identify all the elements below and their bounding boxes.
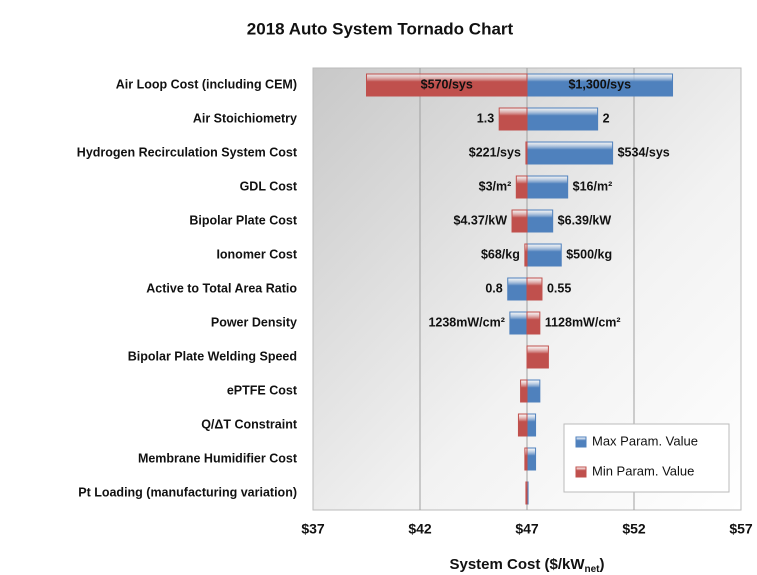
bar — [517, 413, 528, 437]
category-label: Q/ΔT Constraint — [201, 417, 298, 431]
value-label: 0.8 — [485, 281, 502, 295]
x-label-main: System Cost ($/kW — [449, 556, 585, 573]
x-label-sub: net — [585, 564, 601, 575]
value-label: $570/sys — [421, 77, 473, 91]
category-label: GDL Cost — [240, 179, 298, 193]
category-label: Air Stoichiometry — [193, 111, 297, 125]
bar — [526, 277, 543, 301]
value-label: $16/m² — [573, 179, 613, 193]
bar — [526, 107, 599, 131]
category-label: Active to Total Area Ratio — [146, 281, 297, 295]
bar — [525, 141, 528, 165]
legend-box — [563, 423, 730, 493]
bar — [526, 447, 537, 471]
category-label: Ionomer Cost — [216, 247, 297, 261]
category-label: Bipolar Plate Cost — [189, 213, 297, 227]
bar — [520, 379, 528, 403]
x-label-end: ) — [600, 556, 605, 573]
bar — [511, 209, 528, 233]
value-label: 1.3 — [477, 111, 494, 125]
bar — [524, 447, 528, 471]
bar — [526, 209, 554, 233]
x-axis-label: System Cost ($/kWnet) — [449, 556, 604, 575]
x-tick-label: $42 — [408, 521, 432, 537]
category-label: ePTFE Cost — [227, 383, 298, 397]
bar — [525, 481, 528, 505]
chart-title: 2018 Auto System Tornado Chart — [247, 19, 514, 38]
bar — [526, 345, 549, 369]
value-label: 1128mW/cm² — [545, 315, 621, 329]
x-tick-label: $47 — [515, 521, 539, 537]
category-label: Hydrogen Recirculation System Cost — [77, 145, 298, 159]
value-label: 1238mW/cm² — [428, 315, 504, 329]
x-tick-label: $52 — [622, 521, 646, 537]
legend-swatch — [575, 466, 587, 478]
value-label: $6.39/kW — [558, 213, 612, 227]
value-label: $221/sys — [469, 145, 521, 159]
bar — [515, 175, 528, 199]
x-tick-label: $57 — [729, 521, 753, 537]
value-label: 2 — [603, 111, 610, 125]
bar — [366, 73, 528, 97]
value-label: $500/kg — [566, 247, 612, 261]
bar — [526, 141, 614, 165]
category-label: Air Loop Cost (including CEM) — [116, 77, 297, 91]
legend-label: Min Param. Value — [592, 463, 694, 478]
bar — [498, 107, 528, 131]
x-tick-label: $37 — [301, 521, 325, 537]
legend-label: Max Param. Value — [592, 433, 698, 448]
bar — [526, 243, 562, 267]
bar — [526, 379, 541, 403]
value-label: $68/kg — [481, 247, 520, 261]
bar — [526, 311, 541, 335]
legend-swatch — [575, 436, 587, 448]
value-label: $1,300/sys — [568, 77, 631, 91]
bar — [507, 277, 528, 301]
value-label: $4.37/kW — [454, 213, 508, 227]
value-label: $3/m² — [479, 179, 512, 193]
value-label: $534/sys — [618, 145, 670, 159]
bar — [509, 311, 528, 335]
category-label: Membrane Humidifier Cost — [138, 451, 298, 465]
category-label: Power Density — [211, 315, 297, 329]
category-label: Bipolar Plate Welding Speed — [128, 349, 297, 363]
bar — [526, 175, 569, 199]
bar — [526, 413, 537, 437]
category-label: Pt Loading (manufacturing variation) — [78, 485, 297, 499]
bar — [524, 243, 528, 267]
value-label: 0.55 — [547, 281, 571, 295]
